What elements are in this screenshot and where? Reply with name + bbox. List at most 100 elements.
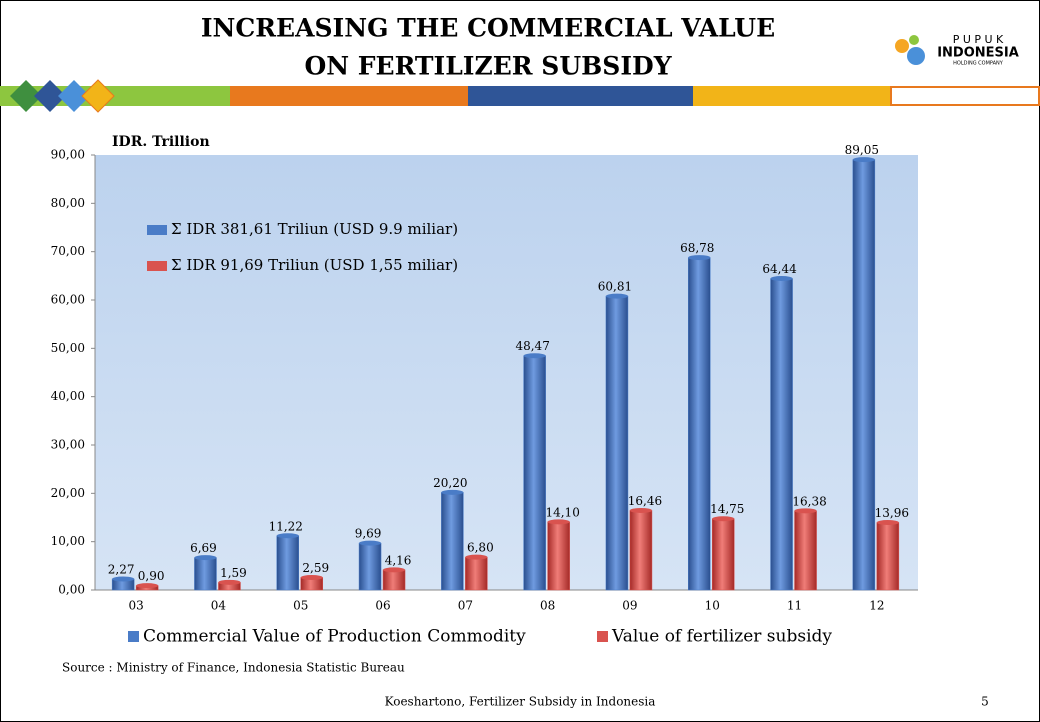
value-label: 2,27: [108, 563, 135, 577]
bar-top: [688, 255, 711, 261]
bar-top: [383, 567, 406, 573]
bar-top: [876, 520, 899, 526]
value-label: 9,69: [355, 527, 382, 541]
diamond: [34, 80, 66, 112]
x-tick-label: 05: [293, 599, 308, 613]
footer: Koeshartono, Fertilizer Subsidy in Indon…: [385, 695, 656, 709]
bar: [441, 492, 464, 591]
legend-label: Commercial Value of Production Commodity: [143, 627, 526, 647]
title: ON FERTILIZER SUBSIDY: [304, 52, 672, 81]
value-label: 64,44: [762, 262, 797, 276]
bar: [276, 535, 299, 591]
band: [890, 86, 1040, 106]
bar-top: [465, 554, 488, 560]
value-label: 20,20: [433, 476, 467, 490]
y-tick-label: 70,00: [51, 244, 85, 258]
value-label: 11,22: [269, 519, 303, 533]
annotation: Σ IDR 381,61 Triliun (USD 9.9 miliar): [171, 220, 458, 238]
logo-text: HOLDING COMPANY: [953, 61, 1004, 67]
bar: [523, 355, 546, 591]
y-tick-label: 30,00: [51, 438, 85, 452]
band: [693, 86, 890, 106]
band: [230, 86, 468, 106]
x-tick-label: 11: [787, 599, 802, 613]
bar: [712, 518, 735, 591]
value-label: 14,75: [710, 502, 744, 516]
legend-marker: [128, 631, 139, 642]
y-axis-label: IDR. Trillion: [112, 134, 210, 150]
bar: [194, 557, 217, 591]
bar-top: [629, 507, 652, 513]
value-label: 68,78: [680, 241, 714, 255]
bar: [688, 257, 711, 591]
legend-marker: [597, 631, 608, 642]
bar-top: [441, 489, 464, 495]
y-tick-label: 60,00: [51, 293, 85, 307]
y-tick-label: 80,00: [51, 196, 85, 210]
y-tick-label: 40,00: [51, 389, 85, 403]
bar: [465, 556, 488, 591]
value-label: 6,80: [467, 541, 494, 555]
logo-dot: [895, 39, 909, 53]
bar: [547, 521, 570, 591]
bar: [770, 278, 793, 591]
value-label: 1,59: [220, 566, 247, 580]
bar-top: [218, 579, 241, 585]
value-label: 13,96: [875, 506, 909, 520]
bar: [382, 569, 406, 591]
bar-top: [794, 508, 817, 514]
y-tick-label: 10,00: [51, 534, 85, 548]
diamond: [58, 80, 90, 112]
title: INCREASING THE COMMERCIAL VALUE: [201, 14, 775, 43]
bar-top: [605, 293, 628, 299]
bar: [876, 522, 900, 591]
value-label: 4,16: [385, 553, 412, 567]
bar-top: [194, 555, 217, 561]
y-tick-label: 0,00: [58, 583, 85, 597]
logo-text: INDONESIA: [937, 46, 1019, 61]
value-label: 6,69: [190, 541, 217, 555]
value-label: 16,38: [792, 494, 826, 508]
bar-top: [300, 574, 323, 580]
value-label: 60,81: [598, 280, 632, 294]
x-tick-label: 08: [540, 599, 555, 613]
bar-top: [112, 576, 135, 582]
bar-top: [547, 519, 570, 525]
bar: [629, 510, 653, 591]
band: [468, 86, 693, 106]
value-label: 48,47: [515, 339, 549, 353]
annotation-marker: [147, 225, 167, 235]
logo-text: P U P U K: [953, 33, 1004, 46]
x-tick-label: 03: [129, 599, 144, 613]
x-tick-label: 04: [211, 599, 227, 613]
bar-top: [276, 533, 299, 539]
bar-top: [523, 353, 546, 359]
annotation-marker: [147, 261, 167, 271]
bar-top: [359, 540, 382, 546]
value-label: 2,59: [302, 561, 329, 575]
x-tick-label: 10: [705, 599, 720, 613]
x-tick-label: 12: [869, 599, 884, 613]
page-number: 5: [981, 695, 989, 709]
logo: P U P U K INDONESIA HOLDING COMPANY: [895, 33, 1019, 67]
bar-top: [136, 583, 159, 589]
bar: [794, 510, 817, 591]
value-label: 0,90: [138, 569, 165, 583]
bar: [852, 159, 876, 591]
bar: [605, 295, 629, 591]
legend-label: Value of fertilizer subsidy: [611, 627, 832, 647]
value-label: 16,46: [628, 494, 662, 508]
header-band: [0, 79, 1040, 113]
diamond: [81, 79, 115, 113]
logo-dot: [907, 47, 925, 65]
y-tick-label: 90,00: [51, 148, 85, 162]
bar: [358, 542, 382, 591]
logo-dot: [909, 35, 919, 45]
source: Source : Ministry of Finance, Indonesia …: [62, 661, 405, 675]
bar-top: [852, 157, 875, 163]
y-tick-label: 50,00: [51, 341, 85, 355]
value-label: 89,05: [845, 143, 879, 157]
x-tick-label: 09: [622, 599, 637, 613]
